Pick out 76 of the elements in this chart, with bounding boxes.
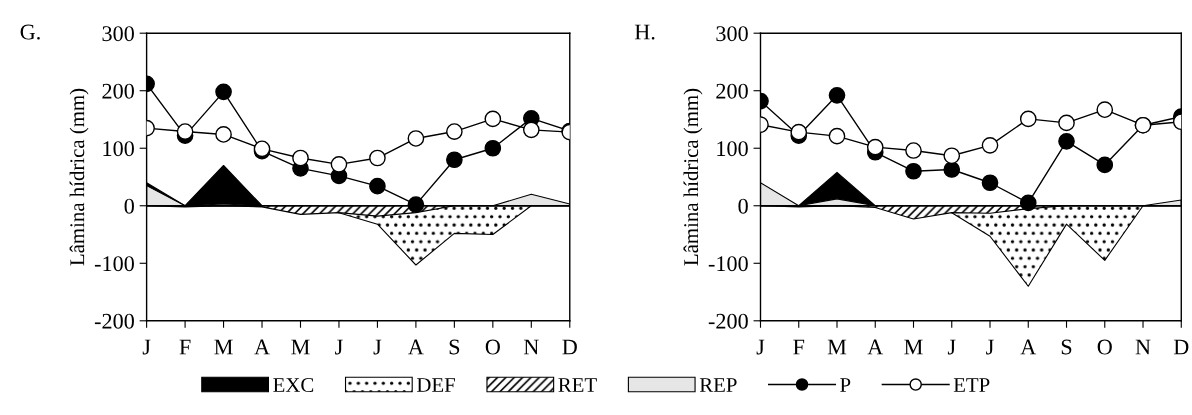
x-tick-label: J bbox=[947, 339, 956, 355]
y-tick-label: 300 bbox=[716, 26, 748, 42]
point bbox=[215, 83, 232, 101]
y-tick-label: 100 bbox=[717, 141, 748, 157]
y-tick-label: -200 bbox=[708, 313, 748, 329]
x-tick-label: M bbox=[214, 339, 233, 355]
x-tick-label: S bbox=[449, 339, 460, 355]
point bbox=[905, 142, 922, 159]
chart-title: G. bbox=[20, 24, 40, 40]
point bbox=[905, 162, 922, 180]
point bbox=[1058, 133, 1075, 150]
point bbox=[790, 123, 808, 141]
x-tick-label: O bbox=[1097, 339, 1112, 355]
point bbox=[369, 177, 386, 195]
x-tick-label: O bbox=[485, 339, 500, 355]
y-tick-label: 100 bbox=[103, 141, 134, 157]
point bbox=[522, 121, 540, 139]
point bbox=[176, 123, 194, 140]
point bbox=[407, 196, 425, 213]
y-tick-label: -200 bbox=[94, 313, 134, 329]
x-tick-label: N bbox=[523, 339, 539, 355]
point bbox=[1019, 110, 1037, 128]
x-tick-label: N bbox=[1135, 339, 1151, 355]
x-tick-label: F bbox=[793, 339, 805, 355]
y-tick-label: 0 bbox=[738, 198, 748, 214]
point bbox=[407, 130, 425, 147]
y-tick-label: 300 bbox=[102, 26, 134, 42]
point bbox=[943, 147, 961, 165]
point bbox=[1096, 156, 1114, 174]
y-tick-label: 0 bbox=[124, 198, 134, 214]
legend-label: DEF bbox=[416, 378, 455, 392]
point bbox=[943, 161, 961, 178]
x-tick-label: M bbox=[291, 339, 310, 355]
point bbox=[1096, 101, 1114, 119]
legend-label: REP bbox=[699, 378, 737, 392]
x-tick-label: A bbox=[254, 339, 270, 355]
x-tick-label: D bbox=[1173, 339, 1189, 355]
x-tick-label: J bbox=[142, 339, 151, 355]
point bbox=[446, 151, 463, 169]
x-tick-label: A bbox=[408, 339, 424, 355]
point bbox=[828, 127, 846, 145]
x-tick-label: F bbox=[179, 339, 191, 355]
point bbox=[484, 139, 502, 157]
x-tick-label: J bbox=[373, 339, 382, 355]
point bbox=[981, 174, 999, 192]
y-tick-label: 200 bbox=[102, 83, 134, 99]
y-axis-title: Lâmina hídrica (mm) bbox=[683, 88, 703, 266]
x-tick-label: J bbox=[756, 339, 765, 355]
x-tick-label: D bbox=[562, 339, 577, 355]
y-tick-label: -100 bbox=[708, 256, 748, 272]
legend-label: RET bbox=[558, 378, 597, 392]
legend-label: ETP bbox=[953, 378, 990, 392]
point bbox=[215, 126, 232, 143]
point bbox=[330, 156, 348, 173]
point bbox=[369, 149, 386, 167]
x-tick-label: J bbox=[986, 339, 994, 355]
y-axis-title: Lâmina hídrica (mm) bbox=[69, 88, 89, 266]
point bbox=[446, 123, 463, 140]
legend-label: P bbox=[840, 378, 851, 392]
x-tick-label: M bbox=[827, 339, 847, 355]
point bbox=[866, 138, 884, 156]
x-tick-label: A bbox=[867, 339, 884, 355]
point bbox=[981, 137, 999, 154]
point bbox=[292, 149, 309, 167]
point bbox=[1019, 194, 1037, 212]
x-tick-label: A bbox=[1020, 339, 1037, 355]
y-tick-label: 200 bbox=[716, 83, 748, 99]
x-tick-label: J bbox=[335, 339, 343, 355]
legend-label: EXC bbox=[273, 378, 314, 393]
chart-title: H. bbox=[634, 24, 655, 40]
point bbox=[484, 110, 502, 128]
x-tick-label: S bbox=[1061, 339, 1072, 355]
x-tick-label: M bbox=[904, 339, 923, 355]
y-tick-label: -100 bbox=[94, 256, 134, 272]
point bbox=[828, 86, 846, 104]
point bbox=[1058, 114, 1075, 132]
